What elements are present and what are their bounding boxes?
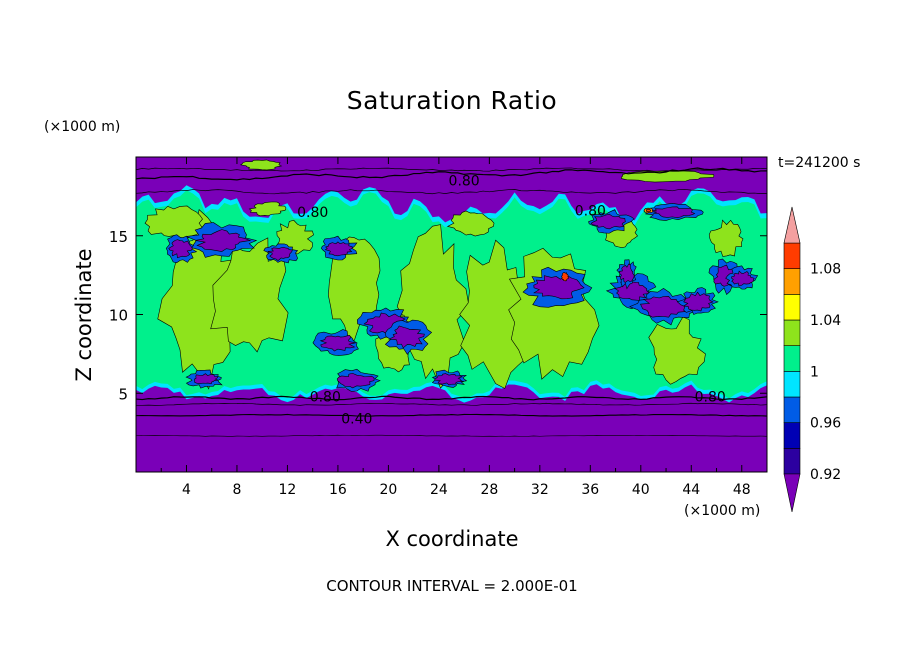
x-axis-multiplier: (×1000 m) xyxy=(684,503,761,519)
x-axis-label: X coordinate xyxy=(385,527,519,551)
colorbar: 0.92 0.96 1 1.04 1.08 xyxy=(783,206,841,513)
x-tick-label: 20 xyxy=(379,482,397,498)
colorbar-bin xyxy=(783,371,801,398)
colorbar-bin xyxy=(783,345,801,372)
y-tick-label: 10 xyxy=(109,307,128,325)
contour-label: 0.40 xyxy=(341,411,372,427)
supersaturated-region xyxy=(459,239,536,389)
x-tick-label: 8 xyxy=(232,482,241,498)
colorbar-extend-min xyxy=(783,473,801,513)
time-label: t=241200 s xyxy=(778,155,861,171)
x-tick-label: 4 xyxy=(182,482,191,498)
x-tick-label: 16 xyxy=(329,482,347,498)
contour-line-lower xyxy=(136,402,767,406)
contour-line-upper xyxy=(136,167,767,172)
dry-pocket xyxy=(650,206,696,218)
colorbar-bin xyxy=(783,396,801,423)
colorbar-bin xyxy=(783,268,801,295)
x-tick-label: 40 xyxy=(632,482,650,498)
dry-pocket xyxy=(619,263,635,283)
dry-pocket xyxy=(319,334,356,352)
colorbar-tick-label: 1.08 xyxy=(810,262,841,278)
supersaturated-region xyxy=(239,159,283,171)
contour-line-0.80-upper xyxy=(136,167,767,181)
contour-label: 0.80 xyxy=(310,389,341,405)
x-tick-label: 48 xyxy=(733,482,751,498)
contour-line-0.40 xyxy=(136,413,767,417)
x-tick-label: 12 xyxy=(279,482,297,498)
contour-label: 0.80 xyxy=(449,174,480,190)
colorbar-bin xyxy=(783,242,801,269)
supersaturated-region xyxy=(648,316,706,385)
colorbar-extend-max xyxy=(783,206,801,244)
contour-line-0.80-lower xyxy=(136,395,767,401)
dry-pocket xyxy=(324,241,353,257)
x-tick-label: 24 xyxy=(430,482,448,498)
chart-title: Saturation Ratio xyxy=(346,86,558,115)
dry-pocket xyxy=(195,229,252,252)
supersaturated-region xyxy=(708,219,744,257)
contour-line-lower xyxy=(136,434,767,437)
colorbar-tick-label: 1.04 xyxy=(810,313,841,329)
contour-label: 0.80 xyxy=(695,389,726,405)
colorbar-tick-label: 1 xyxy=(810,364,819,380)
supersaturated-region xyxy=(248,201,287,217)
high-saturation-spot xyxy=(561,272,569,282)
colorbar-bin xyxy=(783,294,801,321)
colorbar-bin xyxy=(783,448,801,475)
dry-pocket xyxy=(194,373,219,385)
dry-pocket xyxy=(336,372,375,389)
dry-pocket xyxy=(731,270,755,287)
dry-pocket xyxy=(533,275,585,300)
x-tick-label: 28 xyxy=(480,482,498,498)
y-axis-multiplier: (×1000 m) xyxy=(44,119,121,135)
supersaturated-region xyxy=(446,210,495,237)
contour-label: 0.80 xyxy=(297,205,328,221)
dry-pocket xyxy=(683,291,714,312)
contour-lines xyxy=(136,167,767,437)
colorbar-bin xyxy=(783,422,801,449)
dry-pocket xyxy=(388,325,425,349)
x-tick-label: 36 xyxy=(581,482,599,498)
contour-label: 0.80 xyxy=(575,204,606,220)
dry-pocket xyxy=(267,246,293,261)
supersaturated-region xyxy=(210,237,289,353)
contour-interval-note: CONTOUR INTERVAL = 2.000E-01 xyxy=(326,577,578,595)
dry-pocket xyxy=(640,295,688,318)
x-tick-label: 44 xyxy=(682,482,700,498)
colorbar-tick-label: 0.96 xyxy=(810,416,841,432)
y-tick-label: 15 xyxy=(109,228,128,246)
saturation-field xyxy=(136,157,767,472)
y-tick-label: 5 xyxy=(118,385,128,403)
supersaturated-region xyxy=(621,170,715,183)
x-tick-label: 32 xyxy=(531,482,549,498)
contour-line-upper xyxy=(136,189,767,195)
dry-pocket xyxy=(168,239,193,259)
dry-pocket xyxy=(434,373,465,386)
colorbar-tick-label: 0.92 xyxy=(810,467,841,483)
contour-labels: 0.800.80 0.800.80 0.800.40 xyxy=(297,174,726,428)
dry-pocket xyxy=(590,213,626,230)
high-saturation-spot xyxy=(645,208,652,213)
colorbar-bin xyxy=(783,319,801,346)
